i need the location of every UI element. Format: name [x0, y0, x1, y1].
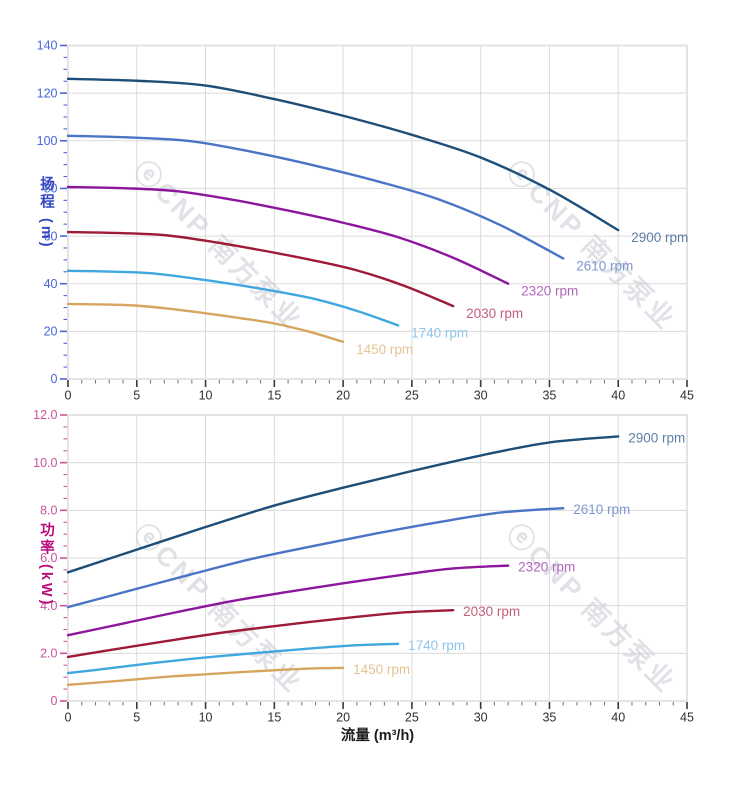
curve-2900rpm — [66, 77, 620, 232]
series-label-2030rpm: 2030 rpm — [466, 306, 523, 321]
power-axis-title: 功率 (kW) — [38, 522, 54, 608]
y-axis-tick-label: 140 — [37, 39, 58, 53]
series-label-1450rpm: 1450 rpm — [353, 662, 410, 677]
plot-border — [67, 44, 688, 380]
x-axis-tick-label: 30 — [474, 389, 488, 403]
curve-1740rpm — [66, 642, 400, 675]
series-label-2900rpm: 2900 rpm — [628, 430, 685, 445]
curve-2030rpm — [66, 230, 455, 308]
y-axis-tick-label: 40 — [44, 277, 58, 291]
curve-2030rpm — [66, 608, 455, 659]
y-axis-tick-label: 2.0 — [40, 647, 57, 661]
x-axis-tick-label: 25 — [405, 711, 419, 725]
head-flow-chart: ⓔCNP 南方泵业 ⓔCNP 南方泵业 0 5 10 15 20 25 30 35 40 45 0 20 4… — [37, 39, 694, 403]
series-label-1450rpm: 1450 rpm — [356, 342, 413, 357]
curve-1450rpm — [66, 302, 345, 344]
curve-2320rpm — [66, 564, 510, 637]
curve-2610rpm — [66, 134, 565, 260]
y-axis-tick-label: 100 — [37, 134, 58, 148]
x-axis-tick-label: 45 — [680, 389, 694, 403]
series-label-2900rpm: 2900 rpm — [631, 230, 688, 245]
series-label-1740rpm: 1740 rpm — [411, 325, 468, 340]
x-axis-tick-label: 10 — [199, 711, 213, 725]
y-axis-tick-label: 10.0 — [33, 456, 57, 470]
flow-axis-title: 流量 (m³/h) — [340, 728, 415, 744]
x-axis-tick-label: 5 — [133, 389, 140, 403]
y-axis-tick-label: 6.0 — [40, 551, 57, 565]
x-axis-tick-label: 35 — [542, 711, 556, 725]
curve-1740rpm — [66, 269, 400, 327]
x-axis-tick-label: 10 — [199, 389, 213, 403]
head-axis-title: 扬程 (m) — [38, 176, 54, 250]
y-axis-tick-label: 12.0 — [33, 408, 57, 422]
y-axis-tick-label: 120 — [37, 86, 58, 100]
x-axis-tick-label: 35 — [542, 389, 556, 403]
y-axis-tick-label: 0 — [51, 372, 58, 386]
plot-border — [67, 414, 688, 702]
curve-1450rpm — [66, 666, 345, 686]
watermark: ⓔCNP 南方泵业 — [501, 517, 683, 699]
x-axis-tick-label: 40 — [611, 389, 625, 403]
x-axis-tick-label: 5 — [133, 711, 140, 725]
series-label-2610rpm: 2610 rpm — [573, 502, 630, 517]
curve-2320rpm — [66, 185, 510, 285]
x-axis-tick-label: 25 — [405, 389, 419, 403]
series-label-2610rpm: 2610 rpm — [576, 258, 633, 273]
x-axis-tick-label: 15 — [267, 389, 281, 403]
x-axis-tick-label: 0 — [65, 711, 72, 725]
y-axis-tick-label: 20 — [44, 325, 58, 339]
x-axis-tick-label: 20 — [336, 711, 350, 725]
watermark: ⓔCNP 南方泵业 — [501, 154, 683, 336]
x-axis-tick-label: 20 — [336, 389, 350, 403]
series-label-2320rpm: 2320 rpm — [518, 560, 575, 575]
y-axis-tick-label: 0 — [51, 694, 58, 708]
y-axis-tick-label: 80 — [44, 182, 58, 196]
x-axis-tick-label: 15 — [267, 711, 281, 725]
x-axis-tick-label: 0 — [65, 389, 72, 403]
curve-2900rpm — [66, 435, 620, 574]
series-label-2320rpm: 2320 rpm — [521, 284, 578, 299]
series-label-1740rpm: 1740 rpm — [408, 638, 465, 653]
y-axis-tick-label: 8.0 — [40, 504, 57, 518]
y-axis-tick-label: 60 — [44, 229, 58, 243]
series-label-2030rpm: 2030 rpm — [463, 604, 520, 619]
x-axis-tick-label: 30 — [474, 711, 488, 725]
watermark: ⓔCNP 南方泵业 — [128, 154, 310, 336]
x-axis-tick-label: 45 — [680, 711, 694, 725]
curve-2610rpm — [66, 506, 565, 609]
y-axis-tick-label: 4.0 — [40, 599, 57, 613]
x-axis-tick-label: 40 — [611, 711, 625, 725]
